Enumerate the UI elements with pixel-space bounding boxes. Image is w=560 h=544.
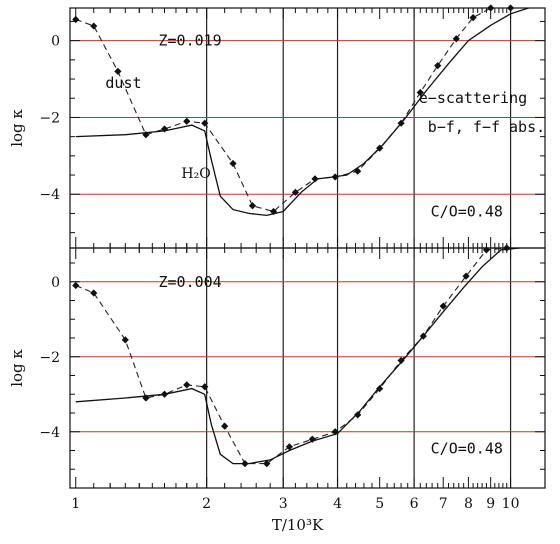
y-tick-label: 0 [51,34,60,50]
x-tick-label: 7 [439,496,448,512]
data-point [416,88,424,97]
data-point [452,35,460,43]
y-tick-label: 0 [51,275,60,291]
series-line-solid [75,7,529,217]
data-point [311,175,319,183]
panel-bottom: 0 −2 −4 log κ Z=0.004 C/O=0.48 [8,244,546,489]
data-point [397,356,405,365]
data-point [376,385,384,393]
annotation-label: C/O=0.48 [431,203,503,221]
data-point [183,381,191,389]
data-point [439,302,447,310]
x-tick-label: 4 [333,496,342,512]
data-point [263,460,271,468]
data-point [183,117,191,125]
plot-frame [69,247,546,489]
data-point [291,188,300,196]
data-point [229,159,237,168]
data-point [201,383,209,391]
data-point [462,272,470,280]
x-axis-label: T/10³K [272,516,324,534]
x-axis: 1 2 3 4 5 6 7 8 9 10 T/10³K [71,496,519,534]
annotation-label: dust [105,74,141,92]
annotation-label: Z=0.019 [159,32,222,50]
series-line-solid [75,247,520,465]
y-tick-label: −2 [39,110,60,126]
data-point [90,289,98,297]
x-tick-label: 3 [279,496,288,512]
data-point [114,67,122,75]
data-point [482,246,491,254]
data-point [503,244,511,252]
x-tick-label: 5 [375,496,384,512]
y-axis-label: log κ [8,109,26,147]
data-point [72,281,80,290]
y-tick-label: −4 [39,425,60,441]
data-point [201,119,209,127]
annotation-label: e−scattering [419,89,527,107]
x-tick-label: 10 [502,496,520,512]
y-tick-label: −2 [39,350,60,366]
x-tick-label: 2 [202,496,211,512]
data-point [285,443,294,451]
data-point [434,62,442,70]
data-point [354,411,362,419]
x-tick-label: 1 [71,496,80,512]
data-point [90,22,98,30]
y-tick-label: −4 [39,187,60,203]
annotation-label: Z=0.004 [159,273,222,291]
data-point [221,422,229,430]
data-point [487,4,495,12]
annotation-label: b−f, f−f abs. [428,118,545,136]
data-point [469,14,477,22]
data-point [506,4,515,12]
h2o-label: H₂O [181,166,210,182]
data-point [121,336,129,344]
x-tick-label: 9 [486,496,495,512]
annotation-label: C/O=0.48 [431,440,503,458]
data-point [248,202,257,210]
y-axis-label: log κ [8,349,26,387]
x-tick-label: 6 [410,496,419,512]
data-point [72,15,80,24]
panel-top: 0 −2 −4 log κ Z=0.019 dust e−scattering b−f, f−… [8,4,546,249]
x-tick-label: 8 [464,496,473,512]
series-line-dashed [75,7,511,213]
